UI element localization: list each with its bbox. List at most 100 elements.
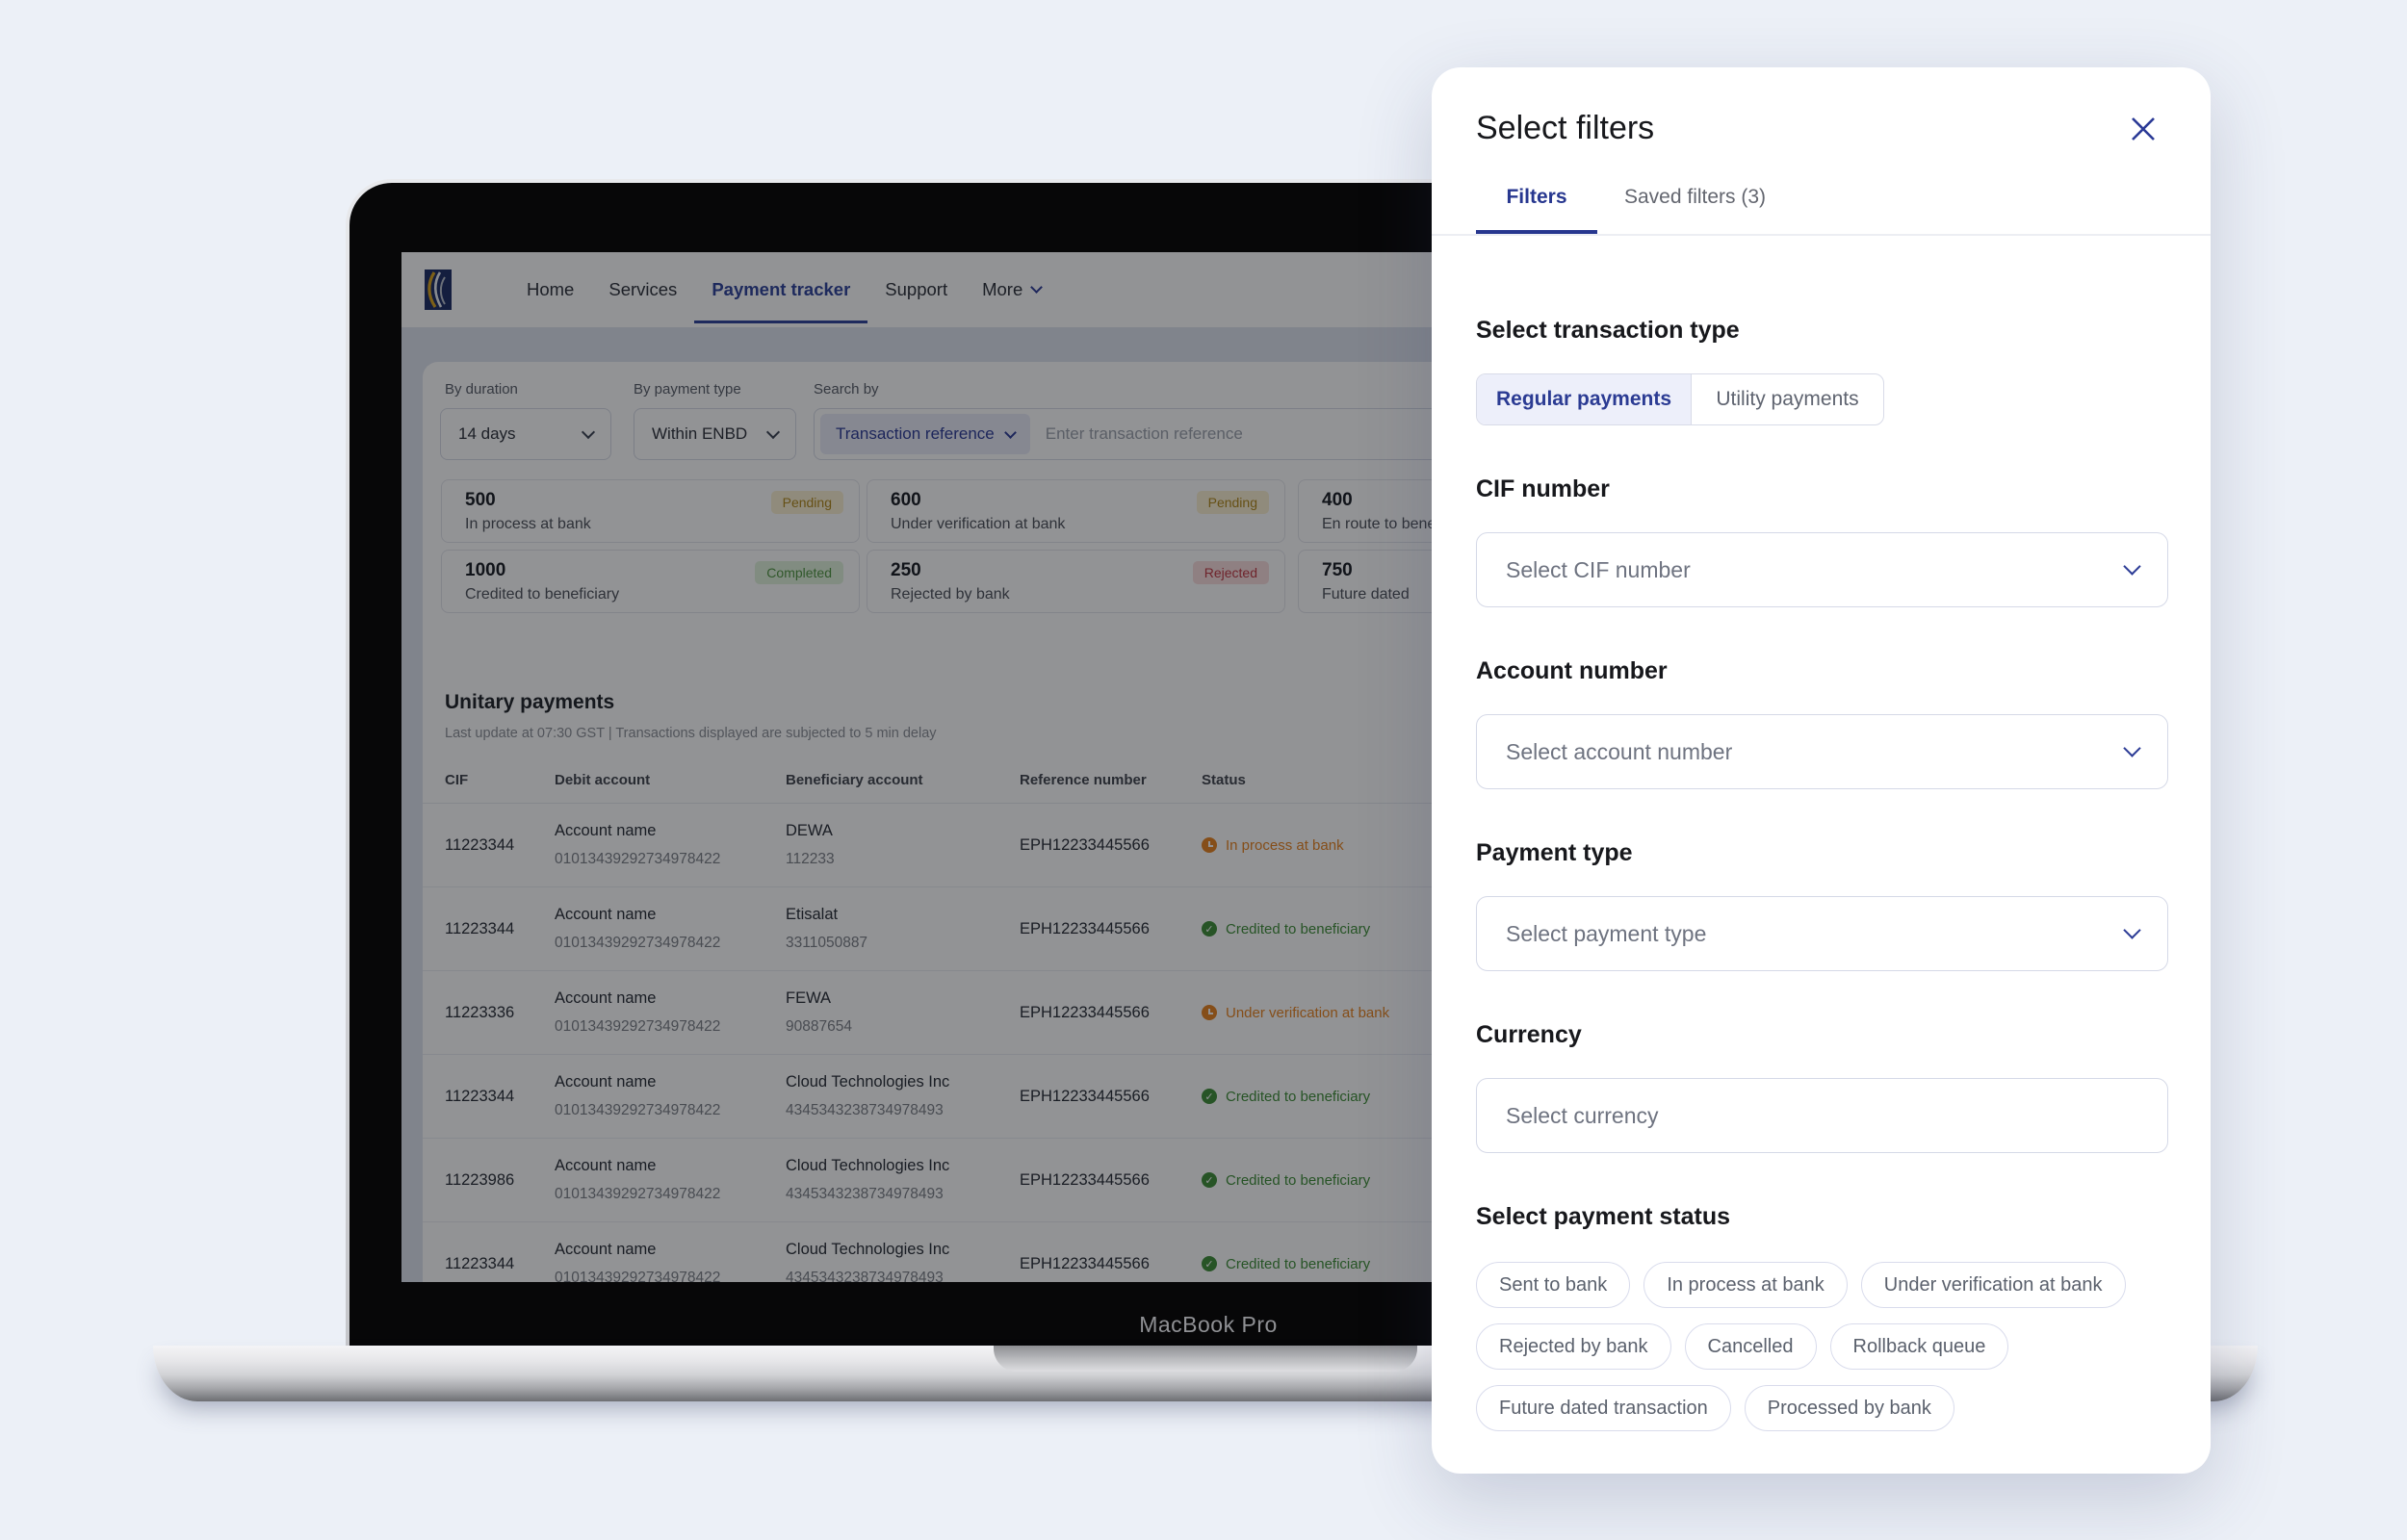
close-icon[interactable] <box>2126 112 2161 146</box>
laptop-lid-notch <box>994 1346 1417 1372</box>
chip-under-verification-at-bank[interactable]: Under verification at bank <box>1860 1262 2126 1308</box>
table-row[interactable]: 11223344 Account name 010134392927349784… <box>423 804 1942 887</box>
panel-title: Select filters <box>1476 110 1655 146</box>
table-row[interactable]: 11223344 Account name 010134392927349784… <box>423 887 1942 971</box>
panel-tabs: Filters Saved filters (3) <box>1432 186 2211 234</box>
nav-item-home[interactable]: Home <box>527 279 575 299</box>
row-status-text: Credited to beneficiary <box>1226 920 1371 937</box>
toggle-utility-payments[interactable]: Utility payments <box>1691 374 1883 424</box>
tab-filters[interactable]: Filters <box>1476 186 1597 234</box>
status-badge: Completed <box>755 561 843 584</box>
beneficiary-name: Etisalat <box>786 906 839 923</box>
chip-processed-by-bank[interactable]: Processed by bank <box>1744 1385 1954 1431</box>
payment-type-dropdown[interactable]: Within ENBD <box>634 408 796 460</box>
nav-item-more[interactable]: More <box>982 252 1044 327</box>
cif-value: 11223344 <box>445 1254 515 1272</box>
currency-heading: Currency <box>1476 1021 1582 1048</box>
tab-saved-filters[interactable]: Saved filters (3) <box>1624 186 1767 208</box>
summary-label: Future dated <box>1322 586 1410 603</box>
summary-label: Credited to beneficiary <box>465 586 620 603</box>
transaction-type-toggle: Regular payments Utility payments <box>1476 373 1884 425</box>
reference-number: EPH12233445566 <box>1020 1087 1150 1105</box>
beneficiary-number: 3311050887 <box>786 935 868 951</box>
debit-account-number: 01013439292734978422 <box>555 1102 721 1118</box>
summary-card-under-verification: 600 Under verification at bank Pending <box>867 479 1285 543</box>
chip-rollback-queue[interactable]: Rollback queue <box>1829 1323 2009 1370</box>
summary-count: 1000 <box>465 560 506 580</box>
status-badge: Pending <box>1196 491 1269 514</box>
search-category-value: Transaction reference <box>836 424 995 443</box>
summary-card-credited: 1000 Credited to beneficiary Completed <box>441 550 860 613</box>
check-status-icon <box>1202 921 1217 937</box>
cif-value: 11223986 <box>445 1170 515 1189</box>
debit-account-name: Account name <box>555 1073 657 1091</box>
account-dropdown-placeholder: Select account number <box>1506 738 1733 764</box>
chevron-down-icon <box>2123 921 2141 939</box>
payment-type-dropdown[interactable]: Select payment type <box>1476 896 2168 971</box>
reference-number: EPH12233445566 <box>1020 1003 1150 1021</box>
col-header-status: Status <box>1202 772 1246 788</box>
row-status-text: Credited to beneficiary <box>1226 1255 1371 1272</box>
beneficiary-name: Cloud Technologies Inc <box>786 1157 950 1174</box>
beneficiary-number: 4345343238734978493 <box>786 1186 944 1202</box>
payment-type-placeholder: Select payment type <box>1506 920 1707 946</box>
chip-future-dated-transaction[interactable]: Future dated transaction <box>1476 1385 1731 1431</box>
nav-item-payment-tracker[interactable]: Payment tracker <box>694 252 868 327</box>
currency-input[interactable]: Select currency <box>1476 1078 2168 1153</box>
table-row[interactable]: 11223344 Account name 010134392927349784… <box>423 1055 1942 1139</box>
beneficiary-number: 4345343238734978493 <box>786 1102 944 1118</box>
reference-number: EPH12233445566 <box>1020 919 1150 937</box>
summary-count: 400 <box>1322 490 1353 510</box>
duration-dropdown[interactable]: 14 days <box>440 408 611 460</box>
check-status-icon <box>1202 1256 1217 1271</box>
search-category-dropdown[interactable]: Transaction reference <box>820 414 1030 454</box>
debit-account-number: 01013439292734978422 <box>555 1186 721 1202</box>
nav-item-services[interactable]: Services <box>608 279 678 299</box>
summary-count: 600 <box>891 490 921 510</box>
reference-number: EPH12233445566 <box>1020 1170 1150 1189</box>
table-header-row: CIF Debit account Beneficiary account Re… <box>423 772 1942 804</box>
beneficiary-name: Cloud Technologies Inc <box>786 1073 950 1091</box>
chip-rejected-by-bank[interactable]: Rejected by bank <box>1476 1323 1671 1370</box>
row-status-text: Credited to beneficiary <box>1226 1088 1371 1105</box>
section-subtitle: Last update at 07:30 GST | Transactions … <box>445 726 937 741</box>
cif-value: 11223344 <box>445 835 515 854</box>
table-row[interactable]: 11223986 Account name 010134392927349784… <box>423 1139 1942 1222</box>
beneficiary-number: 4345343238734978493 <box>786 1270 944 1282</box>
chevron-down-icon <box>2123 739 2141 757</box>
nav-items: Home Services Payment tracker Support Mo… <box>527 252 1044 327</box>
clock-status-icon <box>1202 837 1217 853</box>
search-by-label: Search by <box>814 381 879 398</box>
row-status-text: Under verification at bank <box>1226 1004 1390 1021</box>
chip-in-process-at-bank[interactable]: In process at bank <box>1643 1262 1848 1308</box>
toggle-regular-payments[interactable]: Regular payments <box>1477 374 1691 424</box>
col-header-cif: CIF <box>445 772 469 788</box>
nav-item-support[interactable]: Support <box>885 279 948 299</box>
section-title: Unitary payments <box>445 691 615 713</box>
debit-account-name: Account name <box>555 906 657 923</box>
debit-account-name: Account name <box>555 989 657 1007</box>
check-status-icon <box>1202 1172 1217 1188</box>
summary-label: Under verification at bank <box>891 516 1066 532</box>
table-row[interactable]: 11223336 Account name 010134392927349784… <box>423 971 1942 1055</box>
search-input[interactable] <box>1045 424 1558 444</box>
row-status-text: In process at bank <box>1226 836 1344 854</box>
summary-count: 500 <box>465 490 496 510</box>
account-number-dropdown[interactable]: Select account number <box>1476 714 2168 789</box>
nav-item-more-label: More <box>982 279 1023 299</box>
beneficiary-name: DEWA <box>786 822 833 839</box>
cif-value: 11223344 <box>445 919 515 937</box>
summary-count: 250 <box>891 560 921 580</box>
payment-type-filter-label: By payment type <box>634 381 741 398</box>
col-header-reference: Reference number <box>1020 772 1147 788</box>
clock-status-icon <box>1202 1005 1217 1020</box>
chip-cancelled[interactable]: Cancelled <box>1684 1323 1817 1370</box>
chip-sent-to-bank[interactable]: Sent to bank <box>1476 1262 1631 1308</box>
cif-number-dropdown[interactable]: Select CIF number <box>1476 532 2168 607</box>
payment-type-heading: Payment type <box>1476 839 1633 866</box>
table-row[interactable]: 11223344 Account name 010134392927349784… <box>423 1222 1942 1282</box>
reference-number: EPH12233445566 <box>1020 835 1150 854</box>
currency-placeholder: Select currency <box>1506 1102 1659 1128</box>
transaction-type-heading: Select transaction type <box>1476 317 1740 344</box>
cif-value: 11223336 <box>445 1003 515 1021</box>
